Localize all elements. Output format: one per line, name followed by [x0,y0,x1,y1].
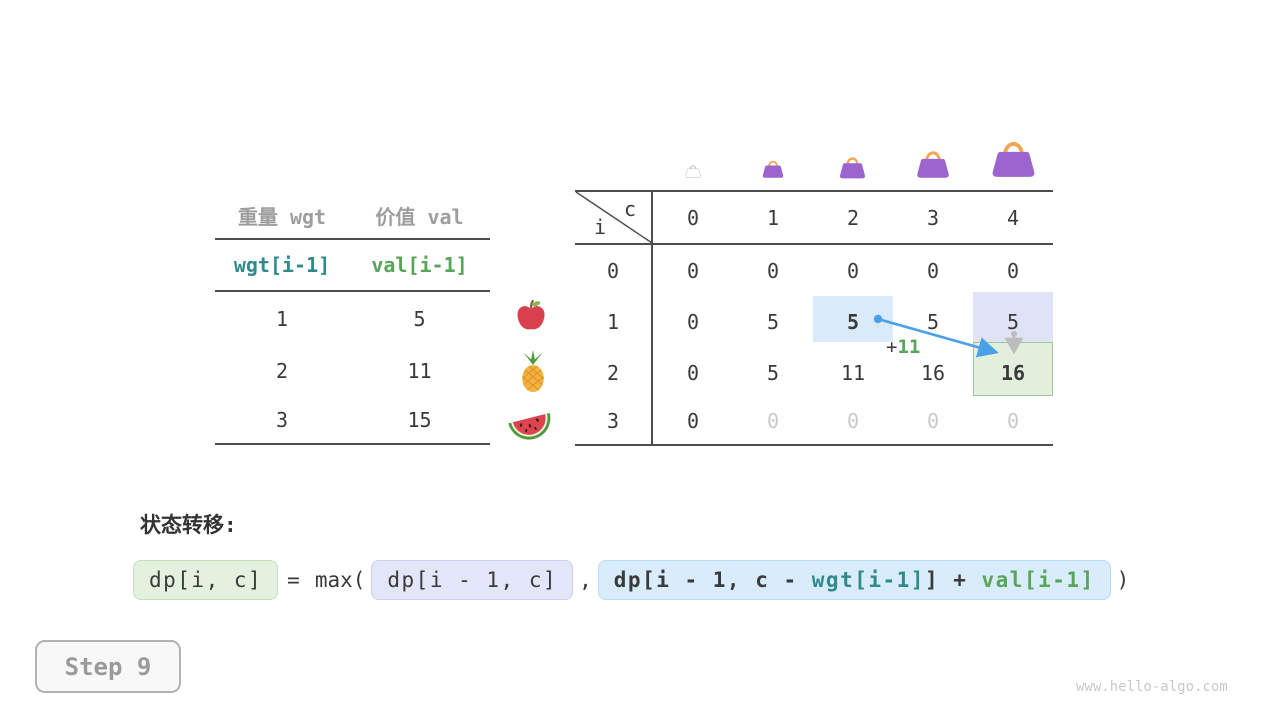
dp-cell-compare: 5 [846,309,860,334]
dp-cell: 0 [766,258,780,283]
bag-icon [839,154,866,180]
formula-arg2-mid: ] + [924,568,982,592]
watermelon-icon [506,403,552,441]
formula-equals: = [287,568,300,592]
item-1-weight: 1 [275,306,289,331]
items-index-val: val[i-1] [349,240,490,292]
item-1-value: 5 [413,306,426,331]
dp-col-axis-label: c [623,197,637,221]
bag-icon [762,158,784,179]
dp-cell: 0 [846,258,860,283]
dp-row-header: 1 [575,296,653,347]
plus-sign: + [886,336,898,358]
item-2-weight: 2 [275,358,289,383]
state-transition-heading: 状态转移: [140,513,237,537]
formula-close-paren: ) [1116,568,1130,592]
dp-cell: 11 [840,360,866,385]
items-header-weight: 重量 wgt [215,192,349,240]
dp-row-axis-label: i [593,215,607,239]
dp-cell: 16 [920,360,946,385]
dp-cell: 0 [686,409,700,433]
dp-col-header: 4 [973,192,1053,245]
bag-icon [991,135,1036,181]
dp-cell: 0 [926,258,940,283]
item-3-weight: 3 [215,396,349,445]
item-2-value: 11 [407,358,432,383]
item-3-value: 15 [349,396,490,445]
items-table: 重量 wgt 价值 val wgt[i-1] val[i-1] 1 5 2 11… [215,192,490,445]
formula-max-open: max( [314,568,366,592]
apple-icon [514,299,548,335]
dp-cell: 0 [1006,258,1020,283]
dp-cell-pending: 0 [846,409,860,433]
dp-row-header: 2 [575,347,653,398]
formula-arg1: dp[i - 1, c] [371,560,574,600]
bag-empty-icon [685,163,701,179]
dp-cell: 0 [686,258,700,283]
dp-cell: 0 [686,360,700,385]
added-value: 11 [897,336,921,358]
transition-add-label: +11 [886,336,920,358]
dp-cell: 0 [686,309,700,334]
step-badge[interactable]: Step 9 [35,640,181,693]
dp-row-header: 0 [575,245,653,296]
formula-comma: , [579,568,592,592]
dp-cell-pending: 0 [766,409,780,433]
pineapple-icon [517,350,549,393]
formula-lhs: dp[i, c] [133,560,279,600]
items-header-value: 价值 val [349,192,490,240]
dp-cell: 5 [766,360,780,385]
dp-cell: 5 [766,309,780,334]
watermark: www.hello-algo.com [1076,679,1228,695]
formula-arg2-pre: dp[i - 1, c - [613,568,812,592]
dp-row-header: 3 [575,398,653,444]
dp-col-header: 2 [813,192,893,245]
dp-table: 0 1 2 3 4 0 0 0 0 0 0 1 0 5 5 5 5 2 0 5 … [575,190,1053,446]
formula-arg2-wgt: wgt[i-1] [811,568,925,592]
dp-cell-previous: 5 [1006,309,1020,334]
dp-col-header: 1 [733,192,813,245]
dp-col-header: 0 [653,192,733,245]
state-transition-formula: dp[i, c] = max( dp[i - 1, c] , dp[i - 1,… [133,559,1135,601]
dp-cell-pending: 0 [926,409,940,433]
dp-cell-pending: 0 [1006,409,1020,433]
formula-arg2: dp[i - 1, c - wgt[i-1]] + val[i-1] [597,560,1111,600]
bag-icon [916,146,950,181]
items-index-wgt: wgt[i-1] [215,240,349,292]
dp-col-header: 3 [893,192,973,245]
formula-arg2-val: val[i-1] [981,568,1095,592]
dp-cell-current: 16 [1000,360,1026,385]
